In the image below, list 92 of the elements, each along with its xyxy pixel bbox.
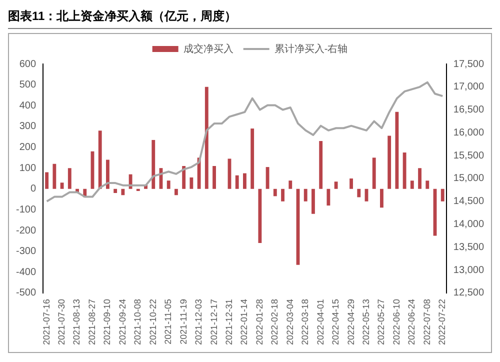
bar xyxy=(152,140,156,189)
bar xyxy=(426,180,430,189)
x-tick-label: 2022-05-13 xyxy=(360,298,371,346)
x-tick-label: 2022-01-28 xyxy=(254,298,264,346)
x-tick-label: 2022-04-15 xyxy=(330,298,341,346)
y-tick-label: 500 xyxy=(19,80,36,91)
x-tick-label: 2021-12-03 xyxy=(194,298,204,346)
bar xyxy=(319,141,323,189)
bar xyxy=(402,152,406,189)
bar xyxy=(190,177,194,189)
y2-tick-label: 17,500 xyxy=(453,58,484,70)
bar xyxy=(410,180,414,189)
bar xyxy=(372,158,376,189)
y2-tick-label: 15,500 xyxy=(453,150,484,162)
x-tick-label: 2022-07-08 xyxy=(422,298,432,346)
x-tick-label: 2021-08-27 xyxy=(86,298,97,346)
legend-label: 成交净买入 xyxy=(183,42,234,55)
y2-tick-label: 15,000 xyxy=(453,173,484,184)
x-tick-label: 2021-10-08 xyxy=(132,298,143,346)
x-tick-label: 2022-04-01 xyxy=(315,298,326,346)
bar xyxy=(350,178,353,189)
y-tick-label: 400 xyxy=(19,100,36,112)
y-tick-label: -100 xyxy=(16,204,36,216)
bar xyxy=(45,172,49,189)
y-tick-label: 600 xyxy=(19,58,36,70)
bar xyxy=(98,130,102,189)
x-tick-label: 2021-07-30 xyxy=(56,298,67,346)
x-tick-label: 2022-02-18 xyxy=(270,298,280,346)
x-tick-label: 2022-03-04 xyxy=(284,298,295,346)
y-tick-label: -400 xyxy=(16,266,36,278)
bar xyxy=(281,188,284,202)
x-tick-label: 2022-05-27 xyxy=(376,298,386,346)
x-tick-label: 2022-07-22 xyxy=(437,298,448,346)
bar xyxy=(380,188,384,208)
y2-tick-label: 14,500 xyxy=(453,196,484,208)
bar xyxy=(357,188,361,198)
y2-tick-label: 16,000 xyxy=(453,127,484,138)
x-tick-label: 2021-08-13 xyxy=(72,298,82,346)
bar xyxy=(273,188,277,196)
legend-label: 累计净买入-右轴 xyxy=(274,42,348,55)
bar xyxy=(166,180,170,189)
x-tick-label: 2021-12-17 xyxy=(208,298,219,346)
y-tick-label: -500 xyxy=(16,288,36,299)
bar xyxy=(243,173,246,189)
y-tick-label: 200 xyxy=(19,142,36,154)
x-tick-label: 2022-03-18 xyxy=(300,298,310,346)
x-tick-label: 2021-11-05 xyxy=(163,298,174,344)
bar xyxy=(312,188,315,214)
y-tick-label: 0 xyxy=(30,184,36,195)
x-tick-label: 2021-07-16 xyxy=(41,298,52,346)
bar xyxy=(114,188,118,194)
y2-tick-label: 17,000 xyxy=(453,82,484,93)
y2-tick-label: 14,000 xyxy=(453,219,484,230)
bar xyxy=(288,180,292,189)
y-tick-label: 100 xyxy=(19,162,36,174)
x-tick-label: 2022-01-14 xyxy=(239,298,250,346)
bar xyxy=(388,136,392,189)
bar xyxy=(304,188,308,202)
bar xyxy=(250,128,254,189)
y2-tick-label: 16,500 xyxy=(453,104,484,116)
x-tick-label: 2021-12-31 xyxy=(224,298,234,346)
chart-title: 图表11：北上资金净买入额（亿元，周度） xyxy=(8,8,492,29)
bar xyxy=(395,112,399,189)
y2-tick-label: 13,500 xyxy=(453,242,484,253)
bar xyxy=(326,188,330,206)
x-tick-label: 2021-09-10 xyxy=(102,298,112,346)
y-tick-label: -200 xyxy=(16,225,36,236)
x-tick-label: 2022-06-10 xyxy=(391,298,402,346)
bar xyxy=(418,168,422,189)
y-tick-label: -300 xyxy=(16,246,36,258)
y-tick-label: 300 xyxy=(19,121,36,132)
y2-tick-label: 13,000 xyxy=(453,264,484,276)
bar xyxy=(60,182,64,189)
bar xyxy=(68,168,72,189)
bar xyxy=(235,175,239,189)
x-tick-label: 2022-06-24 xyxy=(406,298,417,346)
x-tick-label: 2022-04-29 xyxy=(346,298,356,346)
y2-tick-label: 12,500 xyxy=(453,288,484,299)
bar xyxy=(212,166,216,189)
bar xyxy=(266,167,270,189)
x-tick-label: 2021-10-22 xyxy=(148,298,158,346)
bar xyxy=(334,182,338,189)
bar xyxy=(440,188,444,202)
x-tick-label: 2021-09-24 xyxy=(117,298,128,346)
bar xyxy=(204,86,208,189)
bar xyxy=(258,188,262,244)
bar xyxy=(121,188,125,196)
bar xyxy=(106,160,110,189)
bar xyxy=(52,164,56,189)
bar xyxy=(182,166,186,189)
x-tick-label: 2021-11-19 xyxy=(178,298,188,344)
bar xyxy=(174,188,178,196)
